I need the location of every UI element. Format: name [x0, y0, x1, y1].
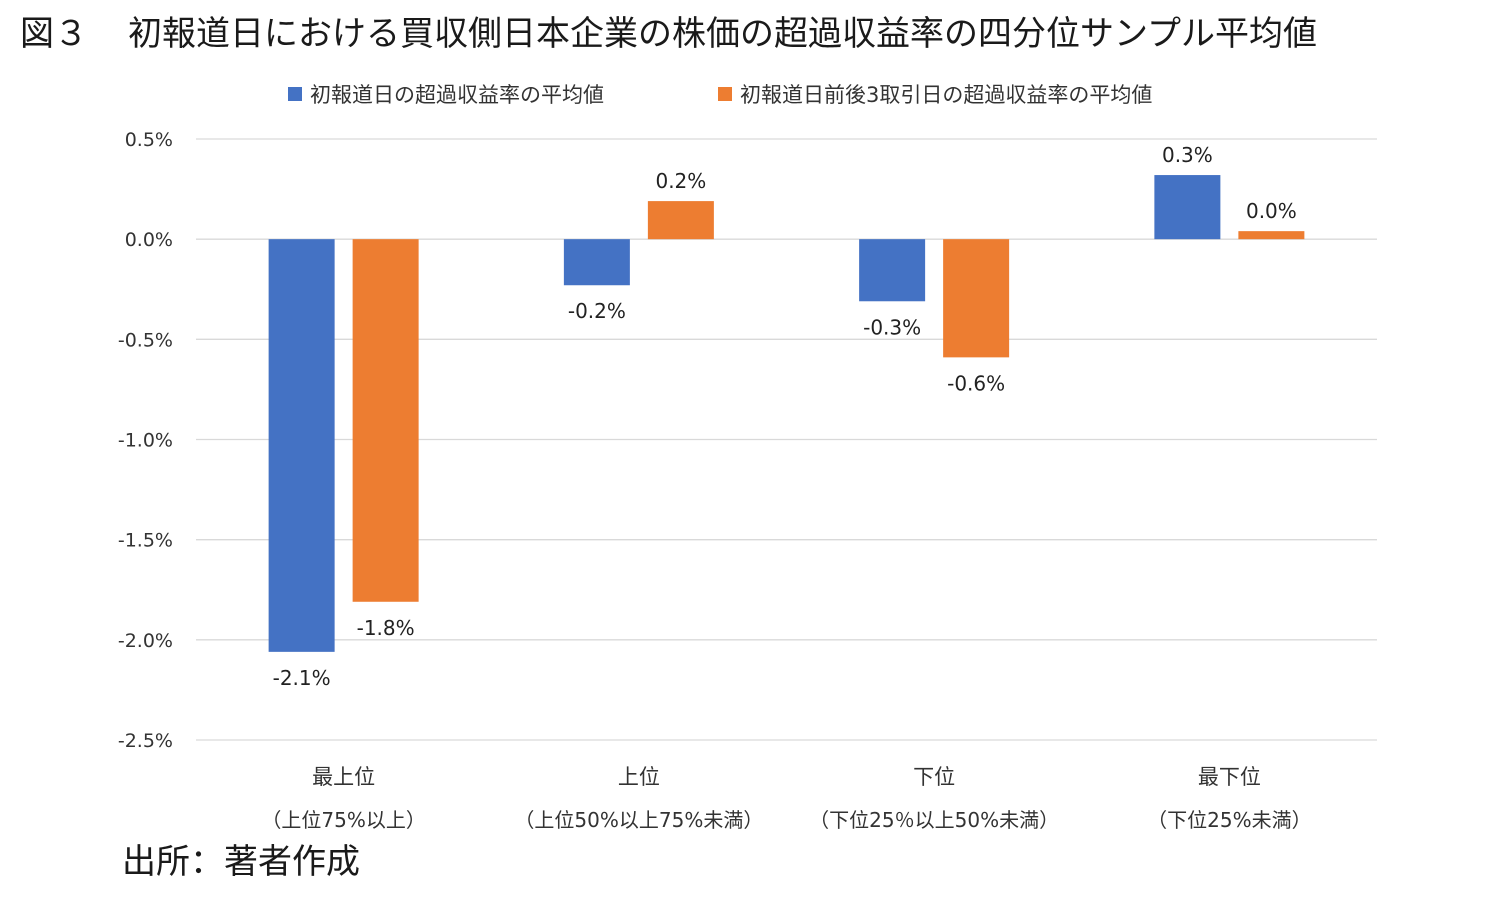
y-tick-label: -1.0% [118, 430, 173, 452]
x-category-sublabel: （下位25％以上50%未満） [809, 808, 1059, 832]
legend-swatch-series-1 [288, 87, 302, 101]
bar-series-1 [268, 239, 335, 652]
bar-series-2 [943, 239, 1010, 358]
data-label: 0.0% [1246, 199, 1297, 223]
data-label: 0.3% [1162, 143, 1213, 167]
x-category-label: 上位 [618, 765, 660, 789]
data-label: -0.2% [568, 299, 626, 323]
legend-label-series-2: 初報道日前後3取引日の超過収益率の平均値 [740, 83, 1152, 107]
y-tick-label: 0.0% [125, 229, 173, 251]
figure-title-text: 初報道日における買収側日本企業の株価の超過収益率の四分位サンプル平均値 [128, 14, 1317, 54]
x-category-label: 最上位 [312, 765, 375, 789]
x-category-sublabel: （上位75%以上） [261, 808, 425, 832]
legend-swatch-series-2 [718, 87, 732, 101]
bar-series-1 [859, 239, 926, 302]
bars [268, 175, 1305, 652]
y-tick-label: -1.5% [118, 530, 173, 552]
figure-number: 図３ [20, 14, 88, 54]
data-labels: -2.1% -1.8% -0.2% 0.2% -0.3% -0.6% 0.3% 0.0% [273, 143, 1297, 690]
legend: 初報道日の超過収益率の平均値 初報道日前後3取引日の超過収益率の平均値 [288, 83, 1152, 107]
data-label: -0.3% [863, 315, 921, 339]
bar-series-1 [1154, 175, 1221, 240]
y-tick-label: -2.0% [118, 630, 173, 652]
y-tick-label: -2.5% [118, 730, 173, 752]
data-label: -1.8% [357, 616, 415, 640]
figure-title: 図３ 初報道日における買収側日本企業の株価の超過収益率の四分位サンプル平均値 [20, 8, 1490, 60]
x-category-sublabel: （下位25%未満） [1147, 808, 1311, 832]
y-tick-label: -0.5% [118, 329, 173, 351]
data-label: 0.2% [655, 169, 706, 193]
data-label: -0.6% [947, 371, 1005, 395]
bar-series-2 [1238, 231, 1305, 240]
legend-label-series-1: 初報道日の超過収益率の平均値 [310, 83, 604, 107]
bar-series-2 [352, 239, 419, 602]
x-category-label: 下位 [913, 765, 955, 789]
x-category-label: 最下位 [1198, 765, 1261, 789]
data-label: -2.1% [273, 666, 331, 690]
y-axis: 0.5% 0.0% -0.5% -1.0% -1.5% -2.0% -2.5% [118, 129, 173, 752]
source-note: 出所：著者作成 [122, 842, 360, 882]
y-tick-label: 0.5% [125, 129, 173, 151]
bar-series-2 [647, 201, 714, 240]
bar-series-1 [563, 239, 630, 286]
x-category-sublabel: （上位50%以上75%未満） [514, 808, 763, 832]
x-axis: 最上位 （上位75%以上） 上位 （上位50%以上75%未満） 下位 （下位25％以上50… [261, 765, 1311, 832]
